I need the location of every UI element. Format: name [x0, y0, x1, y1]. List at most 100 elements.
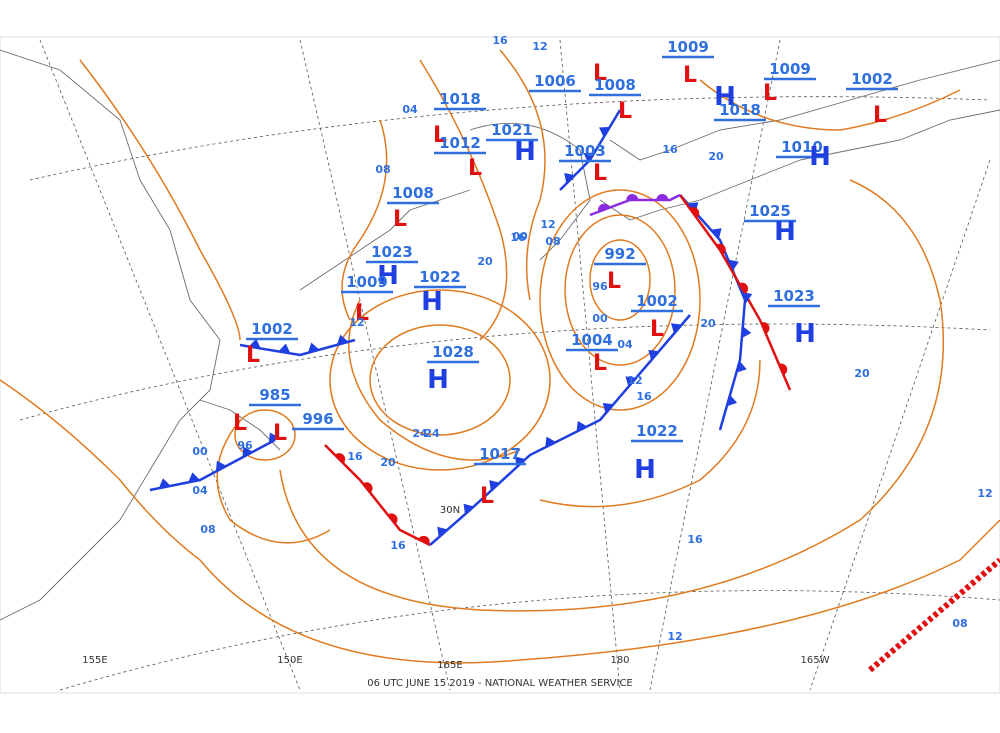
- center-pressure: 1018: [719, 101, 761, 119]
- front-symbols: [158, 126, 788, 545]
- high-symbol: H: [427, 365, 449, 395]
- isobar-label: 20: [477, 255, 493, 268]
- low-symbol: L: [593, 351, 607, 376]
- center-pressure: 1028: [432, 343, 474, 361]
- center-pressure: 1009: [769, 60, 811, 78]
- cold-front-pip: [437, 526, 448, 538]
- cold-front-pip: [648, 349, 660, 361]
- grid-label: 165E: [437, 660, 462, 671]
- low-symbol: L: [593, 61, 607, 86]
- isobar-label: 12: [627, 374, 642, 387]
- cold-front-pip: [728, 259, 739, 271]
- isobar-label: 16: [687, 533, 703, 546]
- center-pressure: 1022: [636, 422, 678, 440]
- isobar-label: 08: [545, 235, 560, 248]
- center-pressure: 996: [302, 410, 333, 428]
- cold-front-pip: [215, 460, 227, 472]
- cold-front-pip: [268, 432, 280, 444]
- isobar-label: 16: [347, 450, 363, 463]
- isobar-label: 16: [510, 231, 526, 244]
- low-symbol: L: [593, 161, 607, 186]
- isobar-label: 08: [952, 617, 967, 630]
- grid-label: 155E: [82, 655, 107, 666]
- center-pressure: 1022: [419, 268, 461, 286]
- center-pressure: 1012: [439, 134, 481, 152]
- isobars: [0, 49, 1000, 664]
- isobar-label: 96: [592, 280, 608, 293]
- warm-front-pip: [418, 535, 430, 545]
- isobar-label: 20: [700, 317, 716, 330]
- isobar-label: 08: [200, 523, 215, 536]
- center-pressure: 1004: [571, 331, 613, 349]
- warm-front-pip: [689, 207, 700, 219]
- cold-front-pip: [710, 228, 722, 239]
- low-symbol: L: [607, 269, 621, 294]
- high-symbol: H: [634, 455, 656, 485]
- cold-front-pip: [564, 173, 575, 184]
- center-pressure: 1023: [773, 287, 815, 305]
- center-pressure: 1002: [636, 292, 678, 310]
- warm-front-pip: [334, 453, 346, 464]
- footer: 06 UTC JUNE 15 2019 - NATIONAL WEATHER S…: [367, 678, 633, 689]
- cold-front-pip: [545, 436, 556, 448]
- center-pressure: 992: [604, 245, 635, 263]
- cold-front-pip: [736, 361, 747, 373]
- low-symbol: L: [683, 63, 697, 88]
- high-symbol: H: [774, 217, 796, 247]
- warm-front-pip: [739, 282, 749, 294]
- cold-front-pip: [158, 478, 171, 489]
- cold-front-pip: [278, 343, 291, 354]
- low-symbol: L: [233, 411, 247, 436]
- high-symbol: H: [794, 319, 816, 349]
- warm-front-pip: [656, 194, 669, 200]
- low-symbol: L: [480, 484, 494, 509]
- center-pressure: 1002: [851, 70, 893, 88]
- cold-front-pip: [307, 342, 320, 353]
- warm-front-pip: [716, 243, 726, 255]
- cold-front-pip: [599, 126, 610, 138]
- cold-front-pip: [248, 338, 261, 349]
- grid-label: 150E: [277, 655, 302, 666]
- isobar-label: 12: [977, 487, 992, 500]
- isobar-label: 04: [617, 338, 633, 351]
- isobar-label: 24: [424, 427, 440, 440]
- warm-front-pip: [387, 513, 398, 525]
- cold-front-pip: [726, 394, 738, 407]
- isobar-label: 96: [237, 439, 253, 452]
- cold-front-pip: [188, 472, 201, 483]
- isobar-label: 00: [192, 445, 208, 458]
- center-pressure: 1018: [439, 90, 481, 108]
- isobar-label: 12: [667, 630, 682, 643]
- low-symbol: L: [873, 103, 887, 128]
- isobar-label: 20: [708, 150, 724, 163]
- center-pressure: 1006: [534, 72, 576, 90]
- center-pressure: 1008: [594, 76, 636, 94]
- isobar-label: 00: [592, 312, 608, 325]
- cold-front-pip: [602, 402, 614, 414]
- grid-label: 180: [610, 655, 629, 666]
- isobar-label: 12: [540, 218, 555, 231]
- center-pressure: 1008: [392, 184, 434, 202]
- grid-label: 165W: [801, 655, 830, 666]
- high-symbol: H: [809, 142, 831, 172]
- high-symbol: H: [714, 82, 736, 112]
- warm-front-pip: [626, 194, 639, 200]
- cold-front-pip: [583, 152, 595, 163]
- center-pressure: 1010: [781, 138, 823, 156]
- labels: 06 UTC JUNE 15 2019 - NATIONAL WEATHER S…: [82, 34, 992, 689]
- grid-label: 30N: [440, 505, 460, 516]
- isobar-label: 20: [380, 456, 396, 469]
- isobar-label: 12: [349, 316, 364, 329]
- high-symbol: H: [514, 137, 536, 167]
- isobar-label: 04: [402, 103, 418, 116]
- map-frame: [0, 36, 1000, 694]
- cold-front-pip: [741, 291, 753, 304]
- cold-front-pip: [671, 323, 682, 334]
- center-pressure: 1003: [564, 142, 606, 160]
- isobar-label: 20: [854, 367, 870, 380]
- cold-front-pip: [741, 326, 752, 339]
- isobar-label: 16: [636, 390, 652, 403]
- graticule: [19, 39, 1000, 691]
- low-symbol: L: [650, 317, 664, 342]
- low-symbol: L: [763, 81, 777, 106]
